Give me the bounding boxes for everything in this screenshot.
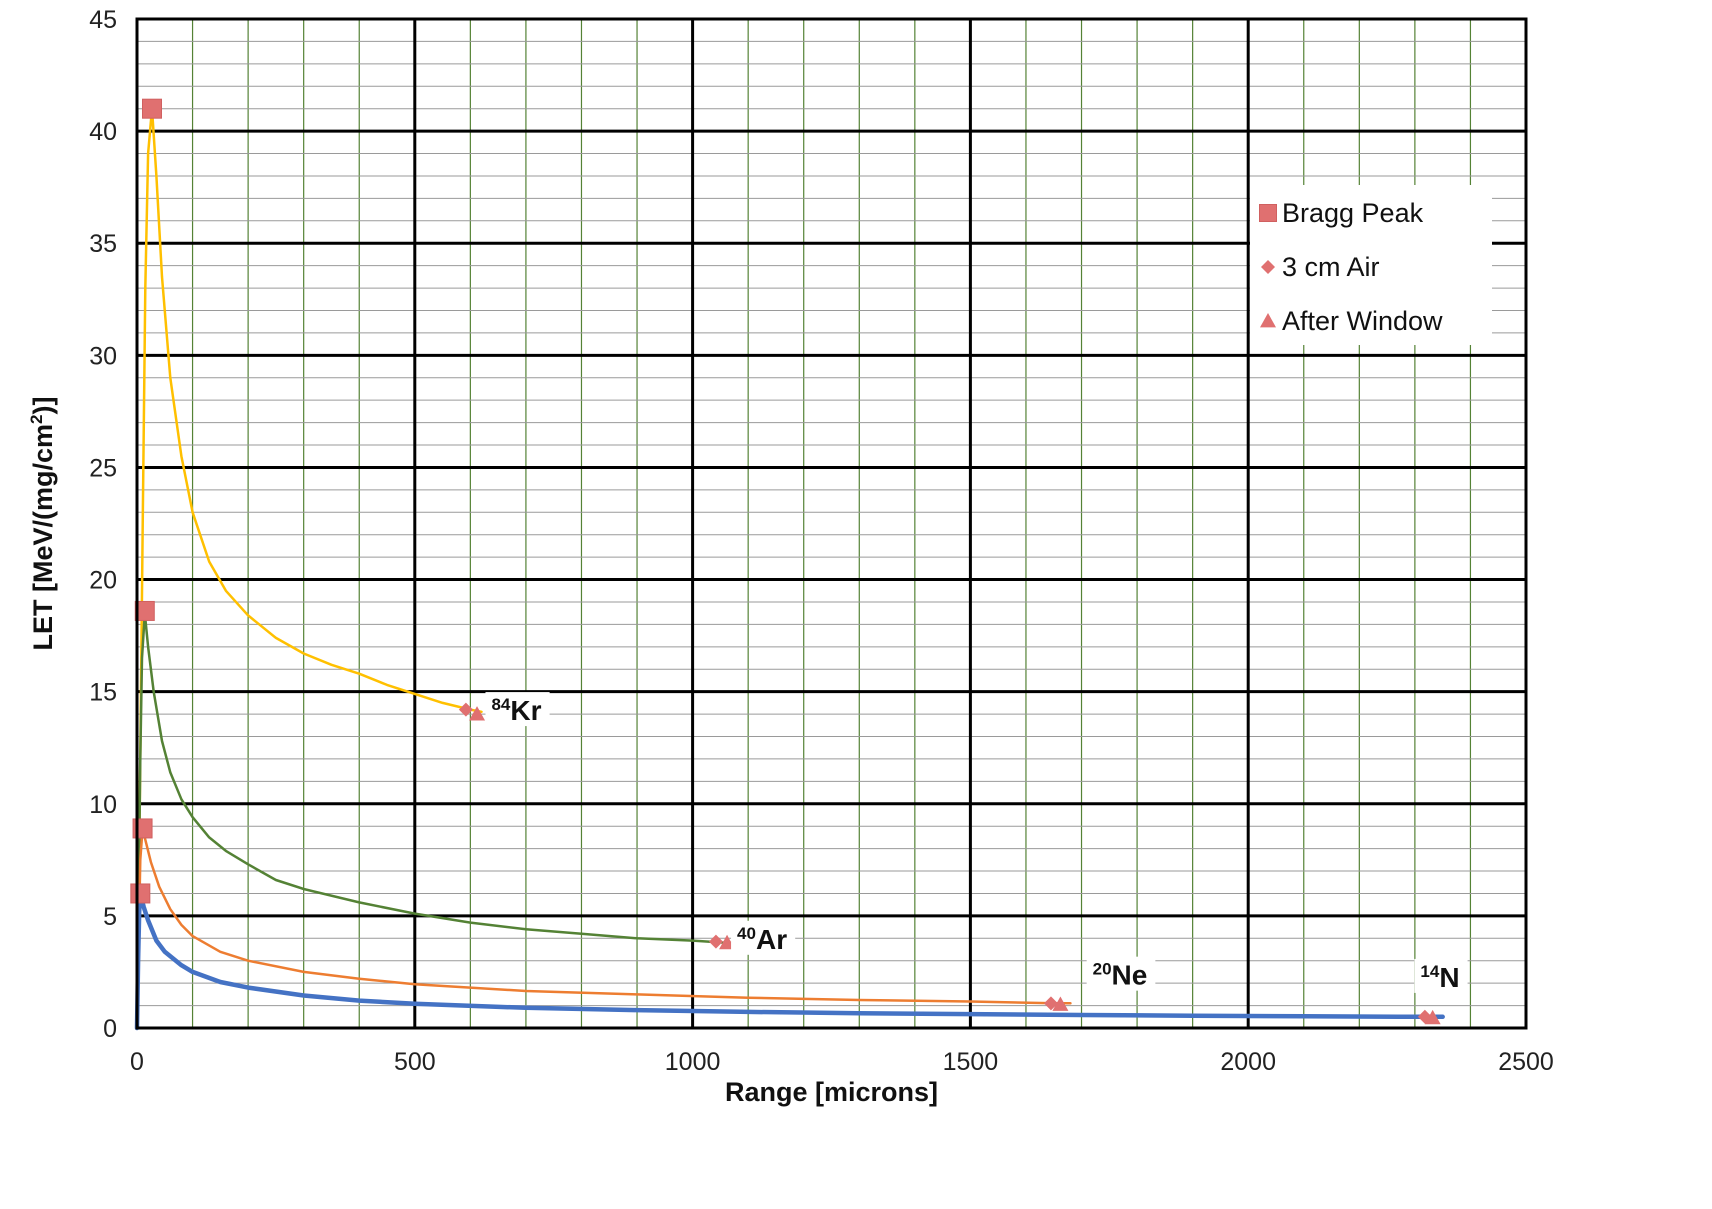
ion-label-mass: 20 bbox=[1093, 960, 1112, 979]
minor-grid bbox=[137, 19, 1526, 1028]
x-tick-label: 0 bbox=[130, 1048, 144, 1076]
air-3cm-marker bbox=[458, 702, 473, 717]
y-axis-title-end: )] bbox=[28, 397, 58, 415]
after-window-marker bbox=[719, 934, 736, 950]
ion-label-background bbox=[1086, 956, 1156, 991]
x-axis-title: Range [microns] bbox=[725, 1077, 938, 1107]
ion-label-background bbox=[731, 920, 796, 955]
y-tick-label: 20 bbox=[89, 567, 117, 595]
ion-label-background bbox=[1414, 958, 1468, 993]
ion-label-symbol: Kr bbox=[510, 695, 541, 726]
ion-label-mass: 84 bbox=[491, 695, 510, 714]
x-tick-label: 1500 bbox=[943, 1048, 999, 1076]
y-tick-label: 10 bbox=[89, 791, 117, 819]
after-window-marker bbox=[1052, 996, 1069, 1011]
bragg-peak-marker bbox=[130, 883, 151, 904]
markers bbox=[130, 98, 1441, 1025]
x-tick-label: 1000 bbox=[665, 1048, 721, 1076]
ion-label-background bbox=[485, 692, 550, 727]
air-3cm-marker bbox=[708, 934, 723, 949]
x-tick-label: 500 bbox=[394, 1048, 436, 1076]
legend-label: 3 cm Air bbox=[1282, 252, 1380, 282]
y-tick-label: 15 bbox=[89, 679, 117, 707]
series-line-14N bbox=[134, 891, 1445, 1031]
series-line-84Kr bbox=[135, 107, 483, 1030]
series-line-40Ar bbox=[135, 611, 736, 1030]
y-tick-label: 5 bbox=[103, 903, 117, 931]
y-axis-title-main: LET [MeV/(mg/cm bbox=[28, 424, 58, 651]
air-3cm-marker bbox=[1043, 996, 1058, 1011]
y-tick-labels: 0 5 10 15 20 25 30 35 40 45 bbox=[89, 6, 117, 1043]
ion-label-14N: 14N bbox=[1420, 962, 1459, 993]
legend: Bragg Peak 3 cm Air After Window bbox=[1250, 185, 1492, 345]
ion-label-symbol: N bbox=[1439, 962, 1459, 993]
ion-label-20Ne: 20Ne bbox=[1093, 960, 1148, 991]
x-tick-label: 2500 bbox=[1498, 1048, 1554, 1076]
y-tick-label: 0 bbox=[103, 1015, 117, 1043]
y-tick-label: 45 bbox=[89, 6, 117, 34]
ion-label-symbol: Ne bbox=[1112, 960, 1148, 991]
x-tick-labels: 0 500 1000 1500 2000 2500 bbox=[130, 1048, 1554, 1076]
ion-label-mass: 14 bbox=[1420, 962, 1439, 981]
major-grid bbox=[137, 19, 1526, 1028]
legend-diamond-icon bbox=[1261, 260, 1275, 274]
ion-labels: 84Kr 40Ar 20Ne 14N bbox=[485, 692, 1468, 993]
legend-background bbox=[1250, 185, 1492, 345]
bragg-peak-marker bbox=[134, 600, 155, 621]
y-axis-title: LET [MeV/(mg/cm2)] bbox=[27, 397, 58, 651]
x-tick-label: 2000 bbox=[1220, 1048, 1276, 1076]
legend-triangle-icon bbox=[1260, 313, 1276, 328]
y-tick-label: 35 bbox=[89, 230, 117, 258]
plot-frame bbox=[135, 17, 1528, 1030]
legend-label: Bragg Peak bbox=[1282, 198, 1424, 228]
ion-label-40Ar: 40Ar bbox=[737, 924, 787, 955]
ion-label-symbol: Ar bbox=[756, 924, 787, 955]
legend-square-icon bbox=[1259, 204, 1277, 222]
bragg-peak-marker bbox=[142, 98, 163, 119]
ion-label-84Kr: 84Kr bbox=[491, 695, 541, 726]
y-tick-label: 25 bbox=[89, 454, 117, 482]
after-window-marker bbox=[1424, 1009, 1441, 1025]
y-axis-title-sup: 2 bbox=[27, 414, 46, 423]
legend-label: After Window bbox=[1282, 306, 1443, 336]
y-tick-label: 30 bbox=[89, 342, 117, 370]
ion-label-mass: 40 bbox=[737, 924, 756, 943]
series-line-20Ne bbox=[135, 827, 1072, 1030]
after-window-marker bbox=[469, 706, 486, 721]
y-tick-label: 40 bbox=[89, 118, 117, 146]
